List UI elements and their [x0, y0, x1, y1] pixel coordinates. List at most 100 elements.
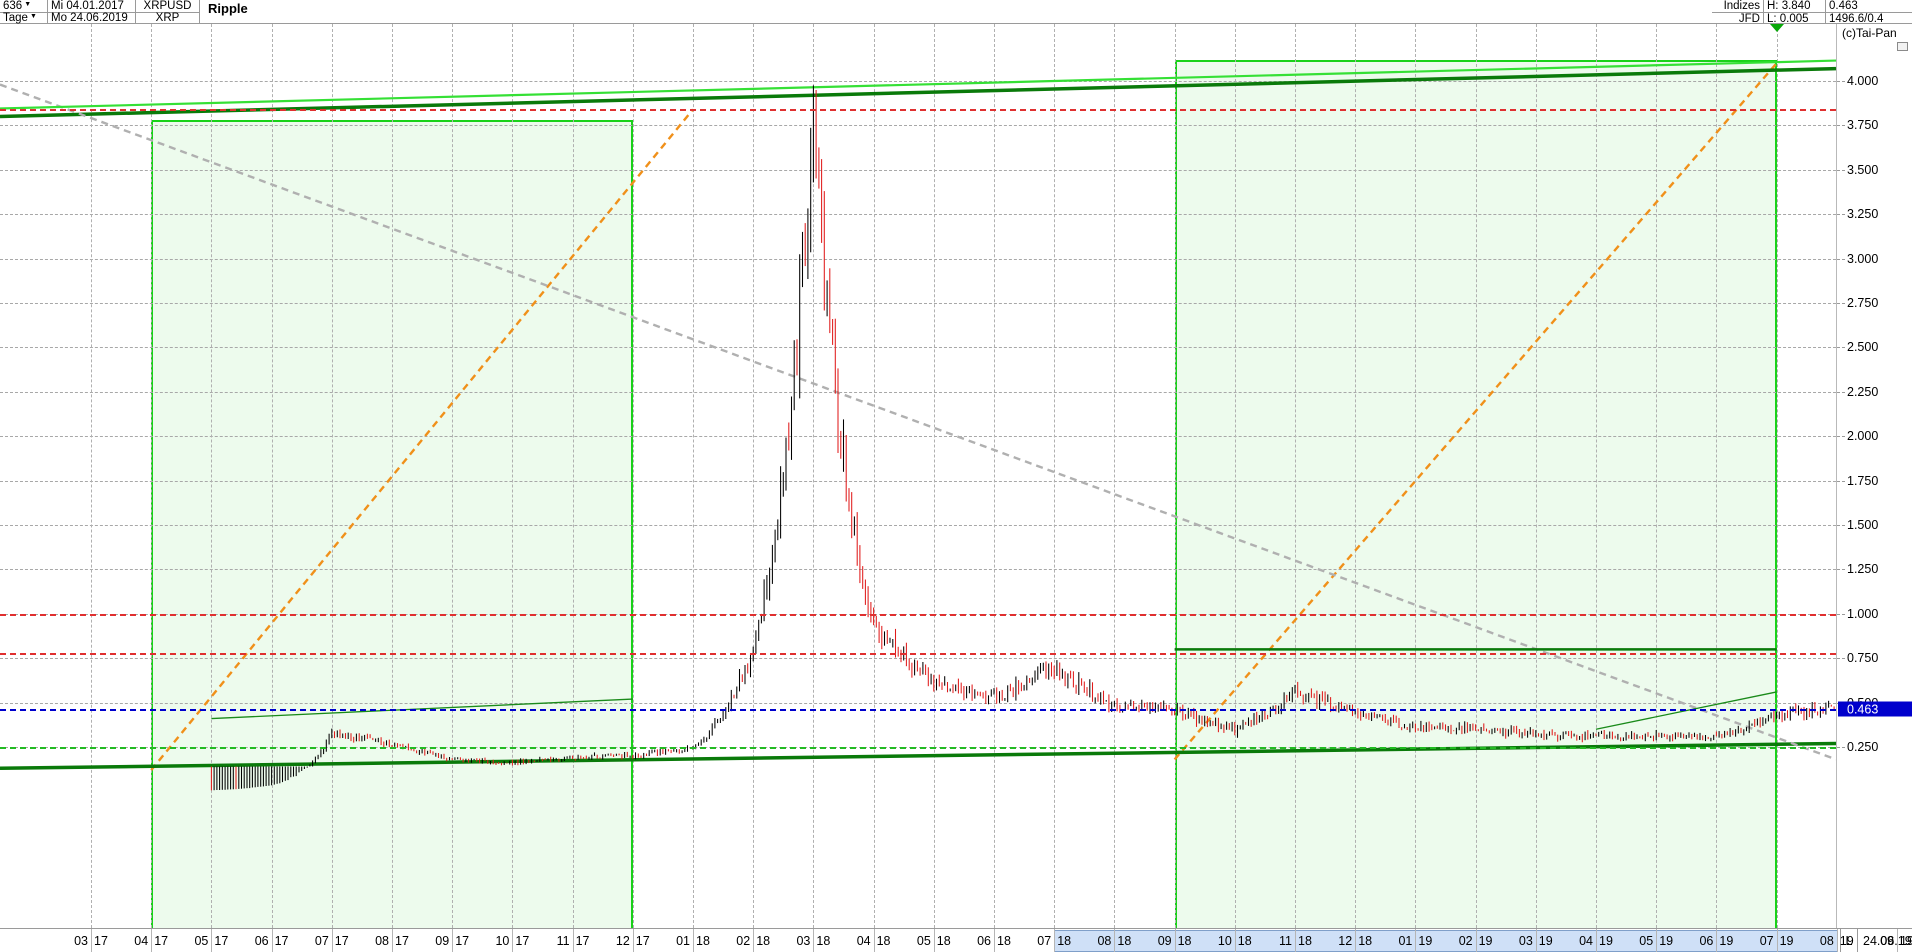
period-count[interactable]: 636 ▼: [0, 0, 47, 12]
axis-end-marker: L: [1840, 929, 1858, 952]
price-axis-tick: [1837, 81, 1845, 82]
grid-line-vertical: [693, 24, 694, 928]
date-axis-month-label: 06: [1699, 934, 1714, 948]
last-value: 0.463: [1829, 0, 1858, 12]
resistance-1000[interactable]: [0, 613, 1836, 616]
date-axis-tick: [1114, 929, 1116, 952]
chevron-down-icon[interactable]: ▼: [29, 13, 37, 20]
date-axis-year-label: 18: [1177, 934, 1192, 948]
upper-channel-outer[interactable]: [0, 59, 1836, 110]
parabolic-trend-2[interactable]: [1173, 62, 1778, 761]
date-axis-month-label: 05: [916, 934, 931, 948]
date-axis-year-label: 18: [876, 934, 891, 948]
price-axis-label: 2.500: [1847, 340, 1879, 355]
date-axis-month-label: 02: [736, 934, 751, 948]
chart-vector-layer: [0, 59, 1836, 791]
grid-line-vertical: [1776, 24, 1778, 928]
grid-line-vertical: [331, 24, 333, 928]
date-range[interactable]: Mi 04.01.2017 Mo 24.06.2019: [48, 0, 136, 24]
grey-guide[interactable]: [0, 83, 1836, 761]
forecast-zone-left[interactable]: [151, 120, 633, 928]
current-price-badge[interactable]: 0.463: [1838, 701, 1912, 717]
date-axis-tick: [392, 929, 393, 952]
date-axis-tick: [572, 929, 574, 952]
symbol-pair[interactable]: XRPUSD: [143, 0, 192, 12]
date-axis-year-label: 19: [1538, 934, 1553, 948]
date-axis-year-label: 18: [936, 934, 951, 948]
grid-line-vertical: [753, 24, 755, 928]
date-axis-tick: [1355, 929, 1357, 952]
date-axis-tick: [151, 929, 153, 952]
price-bars: [210, 85, 1835, 791]
date-axis-tick: [1656, 929, 1658, 952]
date-axis-month-label: 08: [1097, 934, 1112, 948]
grid-line-vertical: [933, 24, 935, 928]
date-axis-month-label: 06: [254, 934, 269, 948]
date-axis-year-label: 18: [997, 934, 1011, 948]
symbol-cell[interactable]: XRPUSD XRP: [136, 0, 200, 24]
date-axis-year-label: 18: [816, 934, 831, 948]
date-axis-tick: [452, 929, 454, 952]
date-axis-tick: [994, 929, 995, 952]
date-axis-tick: [1054, 929, 1056, 952]
date-axis-tick: [331, 929, 333, 952]
price-axis[interactable]: 4.000 3.750 3.500 3.250 3.000 2.750 2.500 2.250…: [1836, 24, 1912, 928]
toolbar-right-group: Indizes JFD H: 3.840 L: 0.005 0.463 1496…: [1712, 0, 1912, 25]
grid-line-vertical: [1535, 24, 1537, 928]
price-axis-tick: [1837, 347, 1845, 349]
date-axis-month-label: 12: [615, 934, 630, 948]
date-axis-tick: [1295, 929, 1296, 952]
resistance-3840[interactable]: [0, 109, 1836, 112]
date-axis-year-label: 19: [1659, 934, 1674, 948]
date-axis-month-label: 10: [1217, 934, 1232, 948]
grid-line-vertical: [994, 24, 995, 928]
date-from[interactable]: Mi 04.01.2017: [51, 0, 124, 12]
current-price-0463[interactable]: [0, 709, 1836, 712]
date-axis-year-label: 17: [214, 934, 229, 948]
parabolic-trend-1[interactable]: [150, 108, 694, 771]
volume-ratio: 1496.6/0.4: [1826, 12, 1912, 25]
grid-line-vertical: [1355, 24, 1357, 928]
date-axis-year-label: 19: [1900, 934, 1912, 948]
date-axis-year-label: 17: [455, 934, 470, 948]
grid-line-vertical: [1114, 24, 1116, 928]
date-axis-tick: [933, 929, 935, 952]
date-axis-month-label: 05: [1639, 934, 1654, 948]
date-axis-month-label: 12: [1338, 934, 1353, 948]
grid-line-vertical: [1475, 24, 1477, 928]
date-axis-tick: [1596, 929, 1597, 952]
date-axis-month-label: 03: [74, 934, 88, 948]
upper-channel[interactable]: [0, 66, 1836, 119]
period-selector[interactable]: 636 ▼ Tage ▼: [0, 0, 48, 24]
price-axis-tick: [1837, 258, 1845, 260]
price-axis-tick: [1837, 169, 1845, 171]
grid-line-horizontal: [0, 169, 1836, 171]
symbol-ticker[interactable]: XRP: [136, 11, 199, 24]
last-value-cell: 0.463 1496.6/0.4: [1826, 0, 1912, 25]
grid-line-horizontal: [0, 214, 1836, 216]
date-axis[interactable]: L 24.06.19 03 17 04 17 05 17 06 17 07 17 08 17 09 17 1…: [0, 928, 1912, 952]
support-0250[interactable]: [0, 747, 1836, 749]
source-cell[interactable]: Indizes JFD: [1712, 0, 1764, 25]
price-axis-label: 1.750: [1847, 473, 1879, 488]
price-axis-tick: [1837, 480, 1845, 482]
date-axis-month-label: 09: [435, 934, 450, 948]
chart-plot-area[interactable]: [0, 24, 1836, 928]
date-axis-tick: [512, 929, 514, 952]
date-axis-month-label: 03: [1518, 934, 1533, 948]
date-axis-tick: [1174, 929, 1176, 952]
axis-settings-icon[interactable]: [1897, 42, 1908, 51]
date-to[interactable]: Mo 24.06.2019: [48, 11, 135, 24]
price-axis-label: 0.250: [1847, 740, 1879, 754]
date-axis-year-label: 17: [274, 934, 289, 948]
period-low: L: 0.005: [1764, 12, 1825, 25]
zone-top-marker-icon: [1769, 24, 1784, 32]
chevron-down-icon[interactable]: ▼: [24, 0, 32, 8]
date-axis-tick: [1234, 929, 1236, 952]
period-unit[interactable]: Tage ▼: [0, 11, 47, 24]
high-low-cell: H: 3.840 L: 0.005: [1764, 0, 1826, 25]
date-axis-month-label: 01: [676, 934, 690, 948]
date-axis-year-label: 18: [756, 934, 771, 948]
inner-support[interactable]: [211, 698, 633, 720]
resistance-0780[interactable]: [0, 652, 1836, 655]
